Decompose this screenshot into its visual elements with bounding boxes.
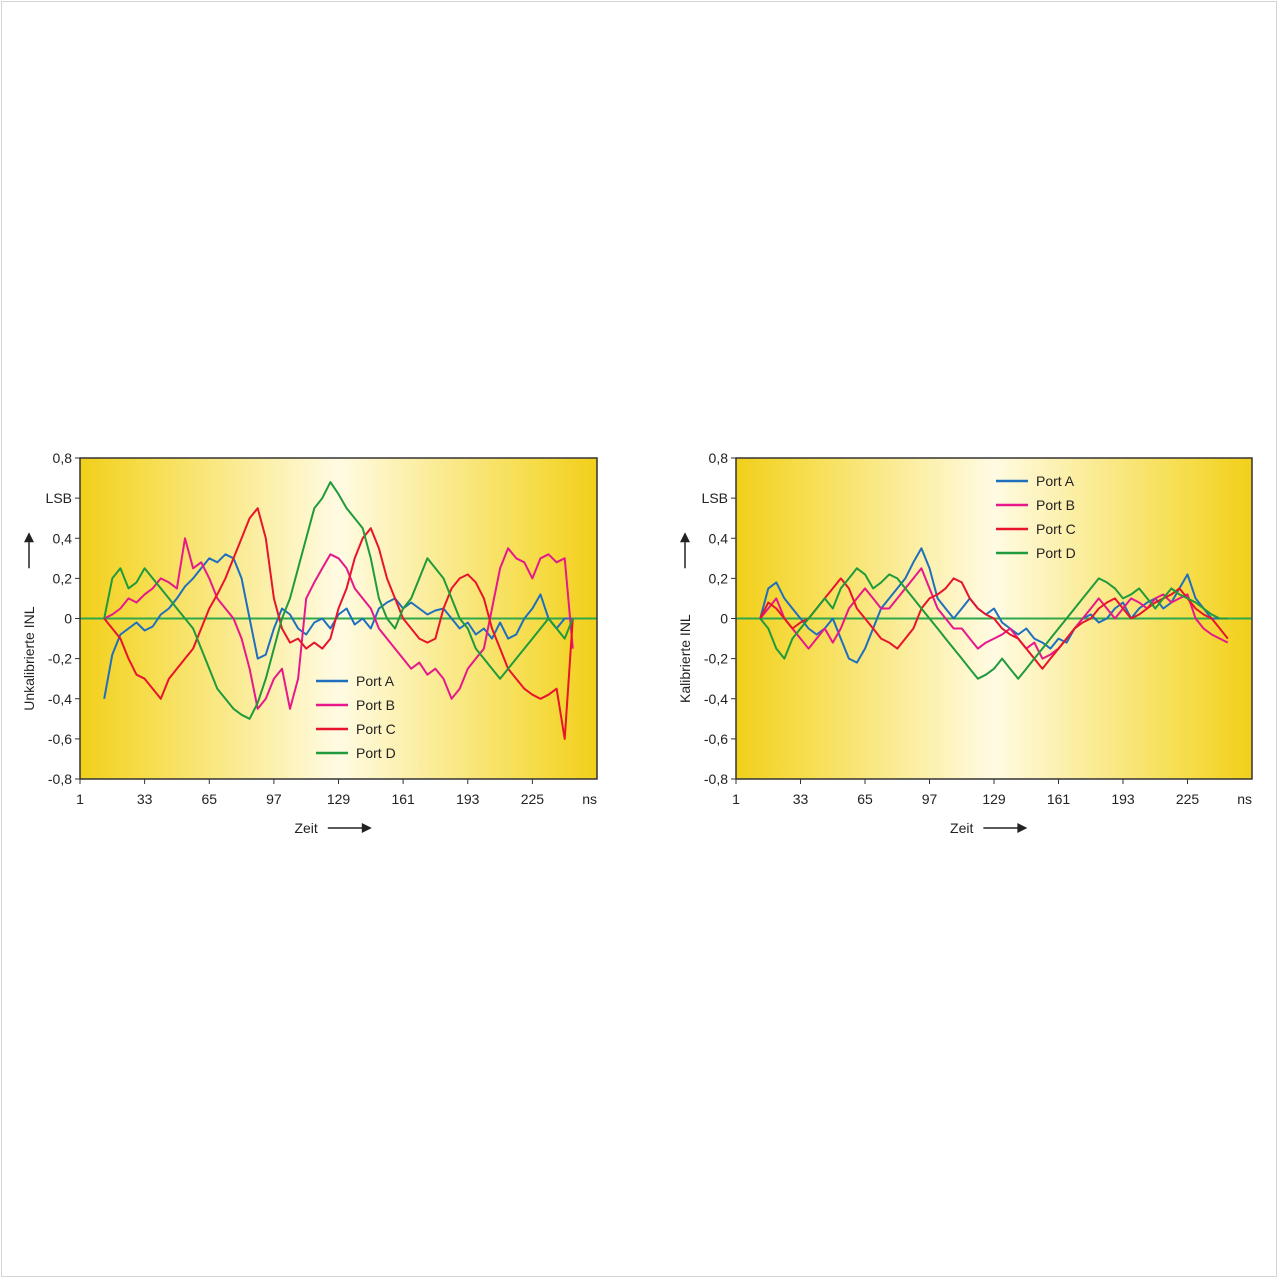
chart-1: -0,8 -0,6 -0,4 -0,2 0 0,2 0,4 0,8 LSB 1 33 65 97 129 1… <box>21 450 598 836</box>
series-line-port-c <box>759 577 1229 670</box>
x-tick-label: 33 <box>137 791 153 807</box>
y-axis-label: Unkalibrierte INL <box>21 606 37 710</box>
y-tick-label: -0,6 <box>704 731 728 747</box>
x-tick-label: 193 <box>456 791 480 807</box>
x-tick-label: 65 <box>857 791 873 807</box>
y-tick-label: 0,2 <box>53 570 73 586</box>
y-axis-arrowhead <box>680 532 690 543</box>
x-tick-label: 65 <box>201 791 217 807</box>
y-tick-label: -0,2 <box>48 651 72 667</box>
x-tick-label: 33 <box>793 791 809 807</box>
x-axis-label: Zeit <box>294 820 317 836</box>
legend-label: Port A <box>1036 473 1075 489</box>
y-tick-label: -0,4 <box>704 691 728 707</box>
chart-2: -0,8 -0,6 -0,4 -0,2 0 0,2 0,4 0,8 LSB 1 33 65 97 129 1… <box>677 450 1253 836</box>
legend-label: Port C <box>356 721 396 737</box>
x-tick-label: 1 <box>732 791 740 807</box>
y-tick-label: 0,8 <box>53 450 73 466</box>
legend-label: Port D <box>1036 545 1076 561</box>
x-tick-label: 97 <box>922 791 938 807</box>
legend-label: Port A <box>356 673 395 689</box>
y-tick-label: -0,2 <box>704 651 728 667</box>
legend-label: Port B <box>1036 497 1075 513</box>
x-unit-label: ns <box>1237 791 1252 807</box>
legend-label: Port D <box>356 745 396 761</box>
x-tick-label: 161 <box>391 791 415 807</box>
x-tick-label: 129 <box>982 791 1006 807</box>
y-tick-label: -0,6 <box>48 731 72 747</box>
y-axis-arrowhead <box>24 532 34 543</box>
x-axis-label: Zeit <box>950 820 973 836</box>
x-unit-label: ns <box>582 791 597 807</box>
y-tick-label: -0,8 <box>48 771 72 787</box>
x-axis-arrowhead <box>361 823 372 833</box>
y-tick-label: 0 <box>720 611 728 627</box>
x-tick-label: 129 <box>327 791 351 807</box>
y-unit-label: LSB <box>46 490 72 506</box>
series-line-port-b <box>759 567 1229 660</box>
y-tick-label: 0,4 <box>709 530 729 546</box>
y-tick-label: -0,8 <box>704 771 728 787</box>
x-tick-label: 225 <box>1176 791 1200 807</box>
series-line-port-b <box>103 537 574 710</box>
y-tick-label: 0 <box>64 611 72 627</box>
y-tick-label: 0,4 <box>53 530 73 546</box>
y-tick-label: -0,4 <box>48 691 72 707</box>
x-tick-label: 193 <box>1111 791 1135 807</box>
x-tick-label: 225 <box>521 791 545 807</box>
series-line-port-c <box>103 507 574 740</box>
series-line-port-d <box>759 567 1228 680</box>
x-tick-label: 1 <box>76 791 84 807</box>
y-tick-label: 0,2 <box>709 570 729 586</box>
y-axis-label: Kalibrierte INL <box>677 614 693 703</box>
x-tick-label: 97 <box>266 791 282 807</box>
y-unit-label: LSB <box>702 490 728 506</box>
x-axis-arrowhead <box>1017 823 1028 833</box>
series-line-port-d <box>103 481 574 720</box>
y-tick-label: 0,8 <box>709 450 729 466</box>
legend-label: Port B <box>356 697 395 713</box>
x-tick-label: 161 <box>1047 791 1071 807</box>
legend-label: Port C <box>1036 521 1076 537</box>
